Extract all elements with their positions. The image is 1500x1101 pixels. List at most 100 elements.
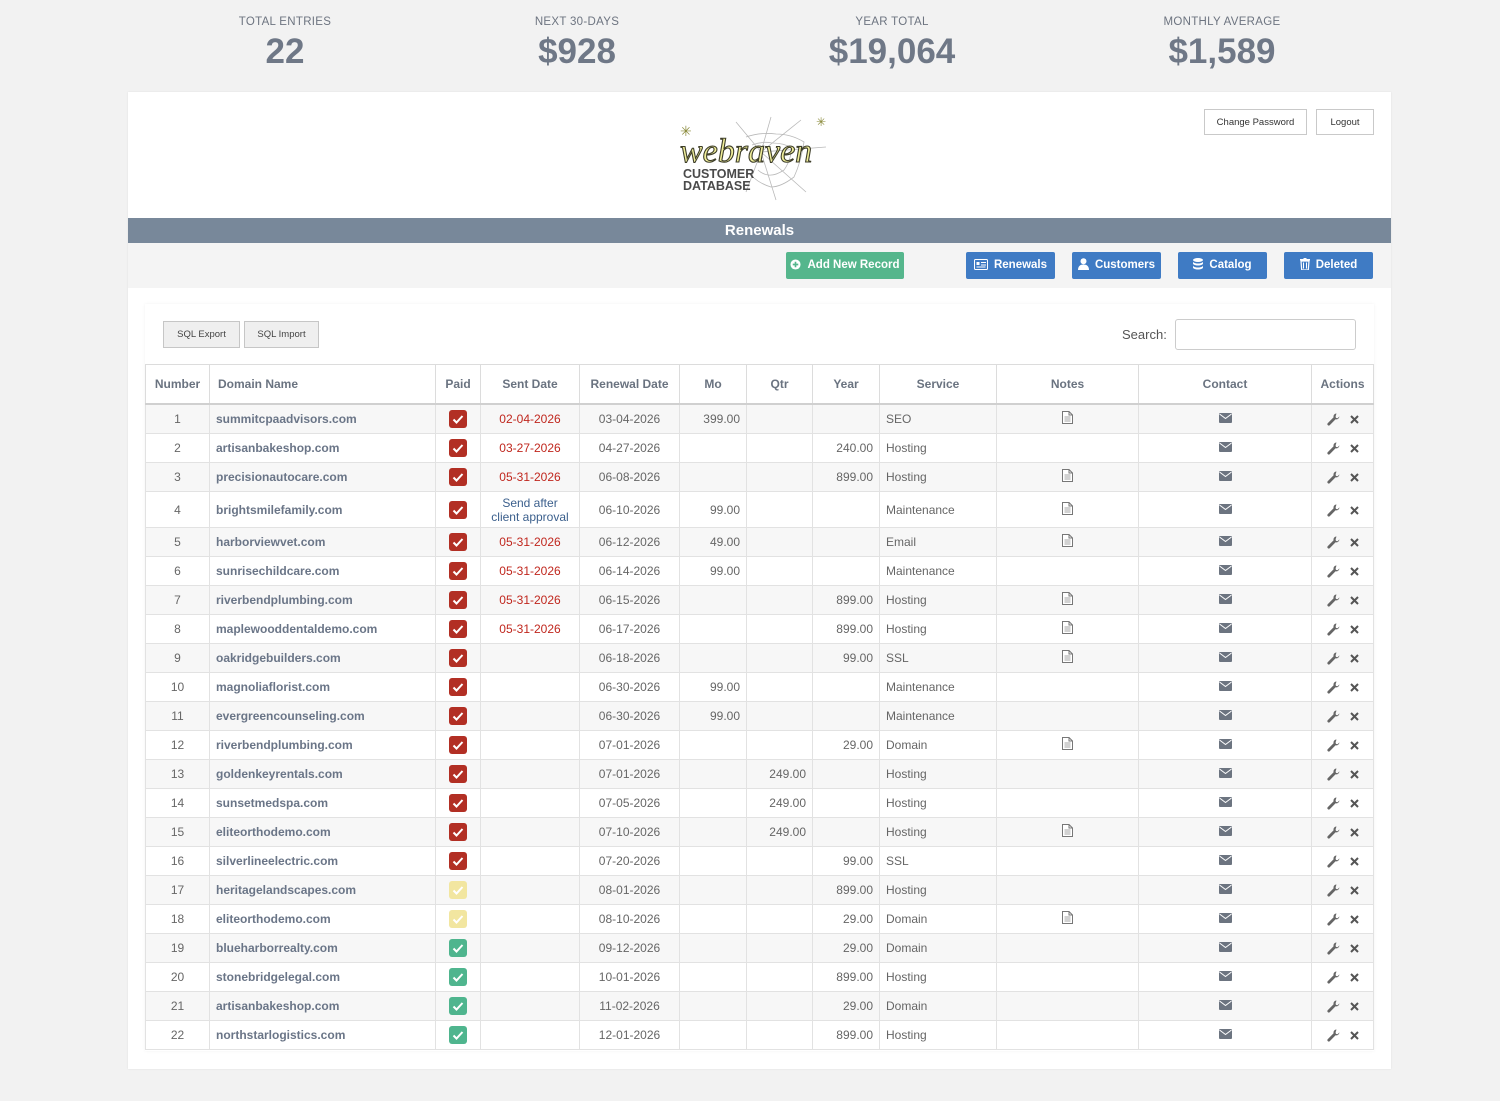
envelope-icon[interactable] xyxy=(1218,441,1232,455)
wrench-icon[interactable] xyxy=(1326,883,1340,897)
paid-checkbox[interactable] xyxy=(449,620,467,638)
wrench-icon[interactable] xyxy=(1326,441,1340,455)
close-icon[interactable] xyxy=(1349,564,1359,578)
close-icon[interactable] xyxy=(1349,651,1359,665)
wrench-icon[interactable] xyxy=(1326,564,1340,578)
change-password-button[interactable]: Change Password xyxy=(1204,109,1307,135)
search-input[interactable] xyxy=(1175,319,1356,350)
cell-domain[interactable]: eliteorthodemo.com xyxy=(209,904,436,934)
wrench-icon[interactable] xyxy=(1326,912,1340,926)
sql-import-button[interactable]: SQL Import xyxy=(244,321,319,348)
paid-checkbox[interactable] xyxy=(449,533,467,551)
envelope-icon[interactable] xyxy=(1218,796,1232,810)
cell-domain[interactable]: artisanbakeshop.com xyxy=(209,433,436,463)
col-notes[interactable]: Notes xyxy=(996,364,1139,405)
paid-checkbox[interactable] xyxy=(449,794,467,812)
col-renewal-date[interactable]: Renewal Date xyxy=(579,364,680,405)
close-icon[interactable] xyxy=(1349,883,1359,897)
envelope-icon[interactable] xyxy=(1218,680,1232,694)
wrench-icon[interactable] xyxy=(1326,767,1340,781)
col-number[interactable]: Number xyxy=(145,364,210,405)
close-icon[interactable] xyxy=(1349,680,1359,694)
cell-domain[interactable]: goldenkeyrentals.com xyxy=(209,759,436,789)
cell-domain[interactable]: summitcpaadvisors.com xyxy=(209,403,436,434)
envelope-icon[interactable] xyxy=(1218,970,1232,984)
cell-domain[interactable]: magnoliaflorist.com xyxy=(209,672,436,702)
envelope-icon[interactable] xyxy=(1218,883,1232,897)
logout-button[interactable]: Logout xyxy=(1316,109,1374,135)
note-icon[interactable] xyxy=(1062,501,1073,518)
paid-checkbox[interactable] xyxy=(449,649,467,667)
cell-domain[interactable]: northstarlogistics.com xyxy=(209,1020,436,1050)
cell-domain[interactable]: maplewooddentaldemo.com xyxy=(209,614,436,644)
envelope-icon[interactable] xyxy=(1218,651,1232,665)
wrench-icon[interactable] xyxy=(1326,593,1340,607)
paid-checkbox[interactable] xyxy=(449,439,467,457)
catalog-button[interactable]: Catalog xyxy=(1178,252,1267,279)
close-icon[interactable] xyxy=(1349,470,1359,484)
close-icon[interactable] xyxy=(1349,999,1359,1013)
envelope-icon[interactable] xyxy=(1218,709,1232,723)
close-icon[interactable] xyxy=(1349,412,1359,426)
cell-domain[interactable]: harborviewvet.com xyxy=(209,527,436,557)
paid-checkbox[interactable] xyxy=(449,468,467,486)
cell-domain[interactable]: riverbendplumbing.com xyxy=(209,585,436,615)
cell-domain[interactable]: sunrisechildcare.com xyxy=(209,556,436,586)
sql-export-button[interactable]: SQL Export xyxy=(163,321,240,348)
paid-checkbox[interactable] xyxy=(449,765,467,783)
cell-domain[interactable]: sunsetmedspa.com xyxy=(209,788,436,818)
paid-checkbox[interactable] xyxy=(449,591,467,609)
note-icon[interactable] xyxy=(1062,469,1073,485)
wrench-icon[interactable] xyxy=(1326,738,1340,752)
cell-domain[interactable]: brightsmilefamily.com xyxy=(209,491,436,528)
cell-domain[interactable]: eliteorthodemo.com xyxy=(209,817,436,847)
paid-checkbox[interactable] xyxy=(449,852,467,870)
envelope-icon[interactable] xyxy=(1218,999,1232,1013)
col-mo[interactable]: Mo xyxy=(679,364,747,405)
wrench-icon[interactable] xyxy=(1326,470,1340,484)
wrench-icon[interactable] xyxy=(1326,1028,1340,1042)
deleted-button[interactable]: Deleted xyxy=(1284,252,1373,279)
wrench-icon[interactable] xyxy=(1326,999,1340,1013)
note-icon[interactable] xyxy=(1062,534,1073,550)
paid-checkbox[interactable] xyxy=(449,939,467,957)
note-icon[interactable] xyxy=(1062,737,1073,753)
envelope-icon[interactable] xyxy=(1218,1028,1232,1042)
note-icon[interactable] xyxy=(1062,911,1073,927)
envelope-icon[interactable] xyxy=(1218,503,1232,517)
close-icon[interactable] xyxy=(1349,970,1359,984)
cell-domain[interactable]: silverlineelectric.com xyxy=(209,846,436,876)
close-icon[interactable] xyxy=(1349,767,1359,781)
envelope-icon[interactable] xyxy=(1218,535,1232,549)
paid-checkbox[interactable] xyxy=(449,910,467,928)
close-icon[interactable] xyxy=(1349,593,1359,607)
paid-checkbox[interactable] xyxy=(449,678,467,696)
paid-checkbox[interactable] xyxy=(449,1026,467,1044)
cell-domain[interactable]: oakridgebuilders.com xyxy=(209,643,436,673)
wrench-icon[interactable] xyxy=(1326,796,1340,810)
paid-checkbox[interactable] xyxy=(449,562,467,580)
envelope-icon[interactable] xyxy=(1218,593,1232,607)
add-new-record-button[interactable]: Add New Record xyxy=(786,252,904,279)
paid-checkbox[interactable] xyxy=(449,823,467,841)
envelope-icon[interactable] xyxy=(1218,470,1232,484)
wrench-icon[interactable] xyxy=(1326,680,1340,694)
note-icon[interactable] xyxy=(1062,592,1073,608)
renewals-button[interactable]: Renewals xyxy=(966,252,1055,279)
col-contact[interactable]: Contact xyxy=(1138,364,1312,405)
col-actions[interactable]: Actions xyxy=(1311,364,1374,405)
paid-checkbox[interactable] xyxy=(449,500,467,519)
cell-domain[interactable]: evergreencounseling.com xyxy=(209,701,436,731)
paid-checkbox[interactable] xyxy=(449,997,467,1015)
note-icon[interactable] xyxy=(1062,411,1073,427)
cell-domain[interactable]: blueharborrealty.com xyxy=(209,933,436,963)
close-icon[interactable] xyxy=(1349,1028,1359,1042)
envelope-icon[interactable] xyxy=(1218,854,1232,868)
note-icon[interactable] xyxy=(1062,621,1073,637)
wrench-icon[interactable] xyxy=(1326,535,1340,549)
envelope-icon[interactable] xyxy=(1218,941,1232,955)
col-qtr[interactable]: Qtr xyxy=(746,364,813,405)
wrench-icon[interactable] xyxy=(1326,825,1340,839)
col-sent-date[interactable]: Sent Date xyxy=(480,364,580,405)
envelope-icon[interactable] xyxy=(1218,622,1232,636)
